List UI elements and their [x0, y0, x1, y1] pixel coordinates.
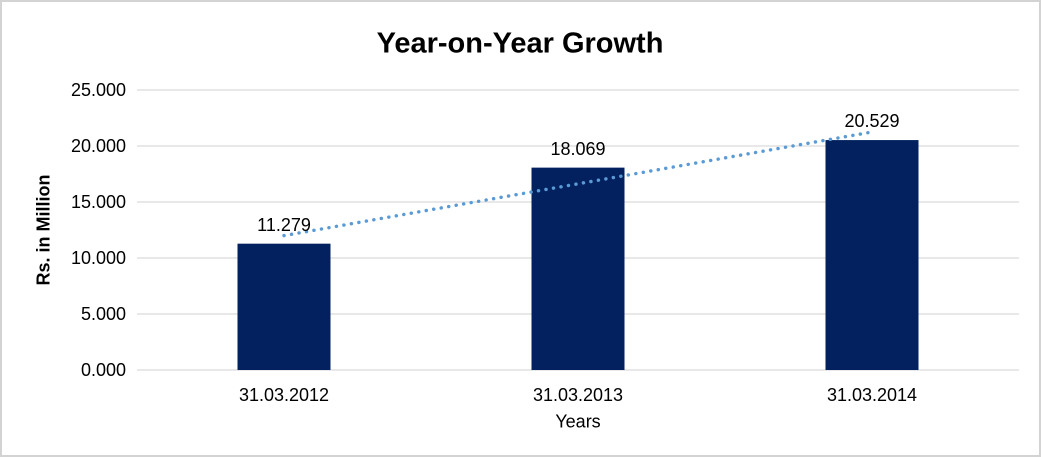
bar-31.03.2012[interactable] — [237, 243, 331, 370]
bar-31.03.2014[interactable] — [825, 140, 919, 370]
trendline[interactable] — [282, 130, 874, 238]
bar-31.03.2013[interactable] — [531, 167, 625, 370]
